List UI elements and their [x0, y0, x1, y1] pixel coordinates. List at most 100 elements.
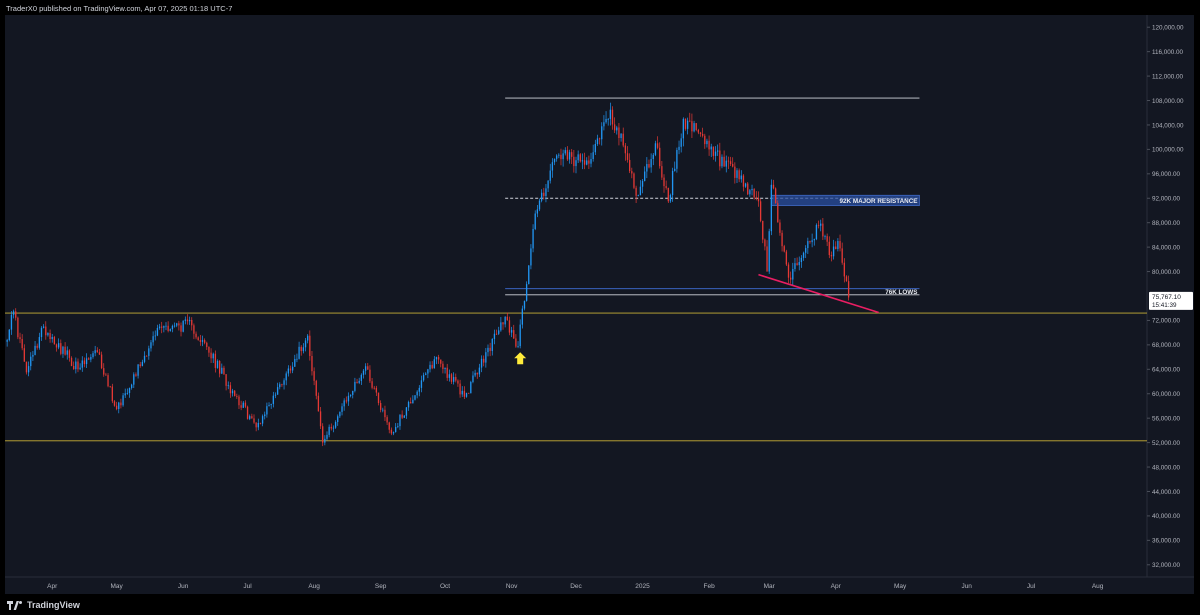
candle-body[interactable]	[36, 345, 38, 348]
candle-body[interactable]	[573, 156, 575, 167]
candle-body[interactable]	[403, 415, 405, 418]
candle-body[interactable]	[64, 346, 66, 355]
candle-body[interactable]	[809, 241, 811, 243]
candle-body[interactable]	[470, 381, 472, 394]
candle-body[interactable]	[472, 375, 474, 382]
candle-body[interactable]	[734, 166, 736, 178]
candle-body[interactable]	[676, 149, 678, 169]
candle-body[interactable]	[51, 337, 53, 340]
candle-body[interactable]	[176, 323, 178, 326]
candle-body[interactable]	[753, 188, 755, 198]
candle-body[interactable]	[294, 359, 296, 367]
candle-body[interactable]	[491, 338, 493, 351]
candle-body[interactable]	[712, 146, 715, 156]
candle-body[interactable]	[397, 426, 399, 427]
candle-body[interactable]	[450, 374, 453, 382]
candle-body[interactable]	[493, 333, 496, 339]
candle-body[interactable]	[158, 326, 161, 328]
candle-body[interactable]	[543, 192, 545, 196]
candle-body[interactable]	[369, 369, 371, 382]
candle-body[interactable]	[57, 343, 60, 348]
candle-body[interactable]	[195, 333, 197, 338]
candle-body[interactable]	[379, 403, 382, 410]
candle-body[interactable]	[180, 325, 182, 332]
candle-body[interactable]	[448, 374, 451, 378]
candle-body[interactable]	[528, 265, 530, 285]
candle-body[interactable]	[648, 164, 650, 168]
candle-body[interactable]	[538, 200, 541, 210]
candle-body[interactable]	[354, 381, 356, 391]
candle-body[interactable]	[650, 159, 652, 168]
candle-body[interactable]	[360, 374, 363, 381]
candle-body[interactable]	[485, 352, 487, 363]
candle-body[interactable]	[468, 392, 470, 394]
candle-body[interactable]	[25, 361, 28, 373]
candle-body[interactable]	[571, 152, 573, 157]
candle-body[interactable]	[654, 143, 657, 155]
candle-body[interactable]	[553, 158, 556, 163]
candle-body[interactable]	[500, 322, 502, 331]
candle-body[interactable]	[523, 300, 526, 309]
candle-body[interactable]	[23, 348, 25, 362]
candle-body[interactable]	[820, 223, 822, 226]
candle-body[interactable]	[440, 359, 442, 364]
candle-body[interactable]	[53, 337, 56, 345]
candle-body[interactable]	[807, 241, 809, 249]
candle-body[interactable]	[725, 160, 727, 167]
candle-body[interactable]	[122, 395, 124, 406]
candle-body[interactable]	[85, 358, 88, 365]
candle-body[interactable]	[328, 426, 330, 435]
candle-body[interactable]	[77, 361, 79, 370]
candle-body[interactable]	[768, 231, 770, 272]
candle-body[interactable]	[459, 383, 461, 395]
candle-body[interactable]	[298, 346, 300, 359]
candle-body[interactable]	[173, 325, 176, 327]
candle-body[interactable]	[568, 152, 571, 160]
candle-body[interactable]	[317, 395, 320, 412]
candle-body[interactable]	[487, 347, 489, 353]
candle-body[interactable]	[401, 414, 403, 418]
candle-body[interactable]	[620, 133, 622, 139]
candle-body[interactable]	[352, 390, 354, 395]
candle-body[interactable]	[622, 133, 624, 146]
candle-body[interactable]	[579, 154, 581, 162]
candle-body[interactable]	[540, 192, 543, 201]
candle-body[interactable]	[17, 317, 19, 338]
candle-body[interactable]	[242, 402, 244, 408]
candle-body[interactable]	[674, 168, 676, 171]
candle-body[interactable]	[435, 357, 438, 360]
candle-body[interactable]	[73, 365, 75, 370]
candle-body[interactable]	[21, 339, 23, 349]
candle-body[interactable]	[287, 368, 290, 374]
candle-body[interactable]	[717, 150, 719, 152]
candle-body[interactable]	[70, 357, 73, 366]
candle-body[interactable]	[618, 127, 620, 139]
candle-body[interactable]	[30, 356, 32, 367]
candle-body[interactable]	[371, 381, 373, 388]
candle-body[interactable]	[375, 387, 378, 393]
candle-body[interactable]	[8, 329, 10, 341]
candle-body[interactable]	[178, 323, 180, 326]
candle-body[interactable]	[255, 422, 257, 428]
candle-body[interactable]	[774, 188, 777, 204]
candle-body[interactable]	[444, 367, 446, 370]
candle-body[interactable]	[710, 146, 712, 150]
candle-body[interactable]	[165, 325, 167, 327]
candle-body[interactable]	[598, 138, 601, 140]
tradingview-brand[interactable]: TradingView	[7, 599, 80, 611]
candle-body[interactable]	[221, 367, 223, 374]
candle-body[interactable]	[545, 188, 547, 196]
candle-body[interactable]	[103, 368, 105, 375]
candle-body[interactable]	[478, 367, 481, 375]
candle-body[interactable]	[291, 366, 294, 371]
candle-body[interactable]	[266, 406, 268, 415]
candle-body[interactable]	[605, 119, 607, 123]
candle-body[interactable]	[343, 400, 345, 407]
candle-body[interactable]	[154, 335, 156, 337]
candle-body[interactable]	[120, 402, 122, 406]
candle-body[interactable]	[671, 170, 674, 196]
candle-body[interactable]	[519, 324, 521, 347]
candle-body[interactable]	[483, 358, 485, 363]
candle-body[interactable]	[83, 360, 86, 365]
candle-body[interactable]	[506, 316, 508, 321]
